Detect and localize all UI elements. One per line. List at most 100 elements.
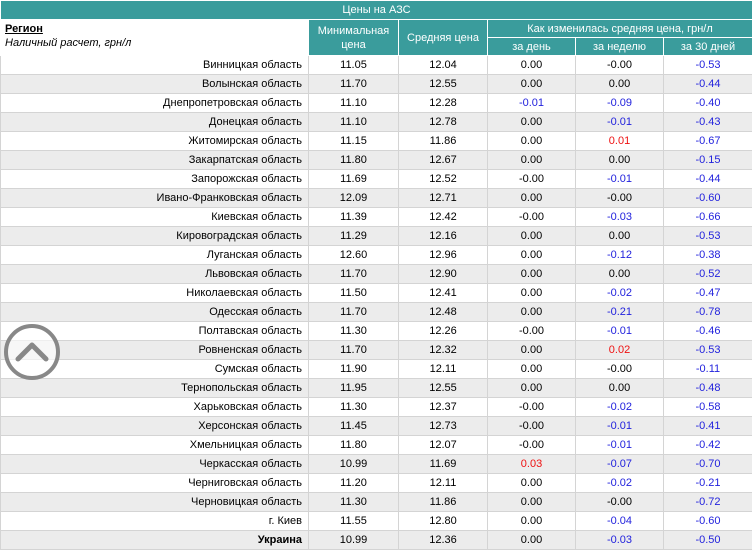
- value-cell: 0.00: [575, 226, 664, 246]
- value-cell: -0.58: [662, 397, 752, 417]
- region-cell: Николаевская область: [0, 283, 309, 303]
- value-cell: 0.00: [487, 188, 576, 208]
- region-cell: Одесская область: [0, 302, 309, 322]
- value-cell: -0.02: [575, 397, 664, 417]
- value-cell: -0.01: [487, 93, 576, 113]
- table-body: Винницкая область 11.05 12.04 0.00 -0.00 -0.5…: [0, 55, 752, 550]
- table-row: Львовская область 11.70 12.90 0.00 0.00 -0.52: [0, 264, 752, 284]
- value-cell: -0.66: [662, 207, 752, 227]
- value-cell: -0.02: [575, 283, 664, 303]
- value-cell: 0.00: [487, 492, 576, 512]
- value-cell: 0.00: [487, 359, 576, 379]
- value-cell: -0.53: [662, 226, 752, 246]
- value-cell: -0.44: [662, 74, 752, 94]
- region-cell: Винницкая область: [0, 55, 309, 75]
- table-row: Харьковская область 11.30 12.37 -0.00 -0.02-…: [0, 397, 752, 417]
- table-row: Тернопольская область 11.95 12.55 0.00 0.00-…: [0, 378, 752, 398]
- table-row: Волынская область 11.70 12.55 0.00 0.00 -0.44: [0, 74, 752, 94]
- region-cell: Тернопольская область: [0, 378, 309, 398]
- value-cell: -0.15: [662, 150, 752, 170]
- value-cell: 0.00: [575, 74, 664, 94]
- value-cell: 0.00: [487, 131, 576, 151]
- table-row: Черновицкая область 11.30 11.86 0.00 -0.00 -0…: [0, 492, 752, 512]
- value-cell: -0.43: [662, 112, 752, 132]
- region-cell: Львовская область: [0, 264, 309, 284]
- value-cell: 12.07: [398, 435, 488, 455]
- value-cell: 0.00: [575, 150, 664, 170]
- value-cell: 11.55: [308, 511, 399, 531]
- table-row: Полтавская область 11.30 12.26 -0.00 -0.01 -0…: [0, 321, 752, 341]
- value-cell: 11.86: [398, 131, 488, 151]
- table-row: Запорожская область 11.69 12.52 -0.00 -0.01-…: [0, 169, 752, 189]
- value-cell: 12.36: [398, 530, 488, 550]
- table-row: Ивано-Франковская область 12.09 12.71 0.00-…: [0, 188, 752, 208]
- value-cell: 11.15: [308, 131, 399, 151]
- value-cell: 0.00: [487, 74, 576, 94]
- value-cell: 0.00: [487, 530, 576, 550]
- value-cell: -0.00: [487, 397, 576, 417]
- value-cell: 11.70: [308, 264, 399, 284]
- value-cell: -0.50: [662, 530, 752, 550]
- region-cell: Киевская область: [0, 207, 309, 227]
- value-cell: -0.41: [662, 416, 752, 436]
- value-cell: -0.03: [575, 207, 664, 227]
- value-cell: -0.38: [662, 245, 752, 265]
- value-cell: -0.21: [662, 473, 752, 493]
- column-header: за неделю: [575, 37, 664, 56]
- region-cell: Ровненская область: [0, 340, 309, 360]
- value-cell: 0.00: [487, 245, 576, 265]
- value-cell: 12.73: [398, 416, 488, 436]
- value-cell: 12.96: [398, 245, 488, 265]
- region-header: Регион Наличный расчет, грн/л: [0, 19, 309, 56]
- value-cell: 12.80: [398, 511, 488, 531]
- value-cell: -0.40: [662, 93, 752, 113]
- value-cell: -0.00: [575, 359, 664, 379]
- region-cell: Украина: [0, 530, 309, 550]
- value-cell: -0.01: [575, 321, 664, 341]
- value-cell: -0.70: [662, 454, 752, 474]
- value-cell: 11.20: [308, 473, 399, 493]
- region-cell: Донецкая область: [0, 112, 309, 132]
- value-cell: 12.11: [398, 473, 488, 493]
- value-cell: -0.78: [662, 302, 752, 322]
- value-cell: -0.60: [662, 188, 752, 208]
- value-cell: -0.46: [662, 321, 752, 341]
- region-cell: Черновицкая область: [0, 492, 309, 512]
- value-cell: 11.30: [308, 492, 399, 512]
- value-cell: 11.69: [398, 454, 488, 474]
- scroll-up-button[interactable]: [3, 323, 61, 381]
- table-row: Киевская область 11.39 12.42 -0.00 -0.03 -0.6…: [0, 207, 752, 227]
- value-cell: 0.00: [575, 378, 664, 398]
- value-cell: 0.00: [487, 378, 576, 398]
- value-cell: 11.30: [308, 397, 399, 417]
- value-cell: 11.86: [398, 492, 488, 512]
- value-cell: 10.99: [308, 454, 399, 474]
- table-row: Николаевская область 11.50 12.41 0.00 -0.02-…: [0, 283, 752, 303]
- value-cell: 11.70: [308, 74, 399, 94]
- value-cell: 0.03: [487, 454, 576, 474]
- value-cell: 12.48: [398, 302, 488, 322]
- table-row: Хмельницкая область 11.80 12.07 -0.00 -0.01-…: [0, 435, 752, 455]
- value-cell: -0.00: [575, 492, 664, 512]
- value-cell: 0.00: [487, 283, 576, 303]
- value-cell: -0.48: [662, 378, 752, 398]
- table-row: Черкасская область 10.99 11.69 0.03 -0.07 -0.…: [0, 454, 752, 474]
- value-cell: 11.30: [308, 321, 399, 341]
- value-cell: 11.80: [308, 435, 399, 455]
- table-row: Одесская область 11.70 12.48 0.00 -0.21 -0.78: [0, 302, 752, 322]
- value-cell: -0.03: [575, 530, 664, 550]
- value-cell: -0.07: [575, 454, 664, 474]
- value-cell: -0.47: [662, 283, 752, 303]
- value-cell: 0.02: [575, 340, 664, 360]
- value-cell: 0.00: [487, 55, 576, 75]
- value-cell: 12.09: [308, 188, 399, 208]
- value-cell: 12.42: [398, 207, 488, 227]
- value-cell: 11.69: [308, 169, 399, 189]
- region-cell: Закарпатская область: [0, 150, 309, 170]
- table-row: Украина 10.99 12.36 0.00 -0.03 -0.50: [0, 530, 752, 550]
- region-cell: Хмельницкая область: [0, 435, 309, 455]
- value-cell: 12.32: [398, 340, 488, 360]
- column-header: за 30 дней: [662, 37, 752, 56]
- value-cell: -0.04: [575, 511, 664, 531]
- value-cell: 0.00: [487, 264, 576, 284]
